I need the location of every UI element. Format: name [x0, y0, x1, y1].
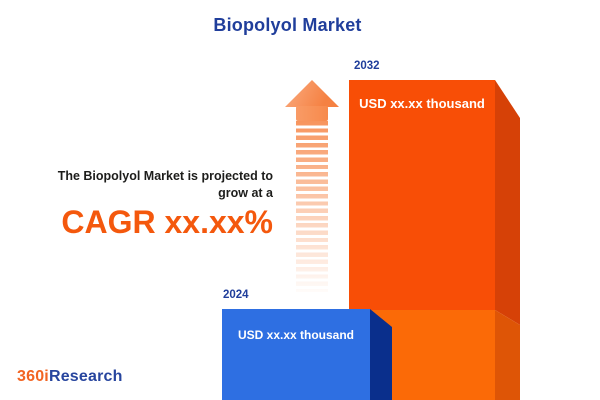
logo-text-orange: 360i: [17, 368, 49, 385]
page-title: Biopolyol Market: [213, 15, 362, 35]
bar-2024-year-label: 2024: [223, 289, 249, 301]
bar-2024-value-label: USD xx.xx thousand: [237, 328, 355, 342]
bar-2032-value-label: USD xx.xx thousand: [359, 96, 485, 111]
logo-text-blue: Research: [48, 368, 123, 385]
tagline-line-2: grow at a: [218, 185, 273, 200]
bar-2024-side: [370, 309, 392, 400]
bar-2032-side-lower: [495, 310, 520, 400]
cagr-text: CAGR xx.xx%: [61, 204, 273, 240]
bar-2032-front-upper: [349, 80, 495, 310]
bar-2024-front: [222, 309, 370, 400]
bar-2032-side-upper: [495, 80, 520, 325]
tagline-line-1: The Biopolyol Market is projected to: [57, 169, 273, 183]
growth-arrow-neck-icon: [296, 106, 328, 121]
bar-2032-year-label: 2032: [354, 60, 380, 72]
growth-arrow-head-icon: [285, 80, 339, 107]
growth-arrow-striped-shaft-icon: [296, 121, 328, 292]
company-logo: 360iResearch: [17, 368, 123, 386]
tagline-block: The Biopolyol Market is projected to gro…: [0, 168, 273, 239]
